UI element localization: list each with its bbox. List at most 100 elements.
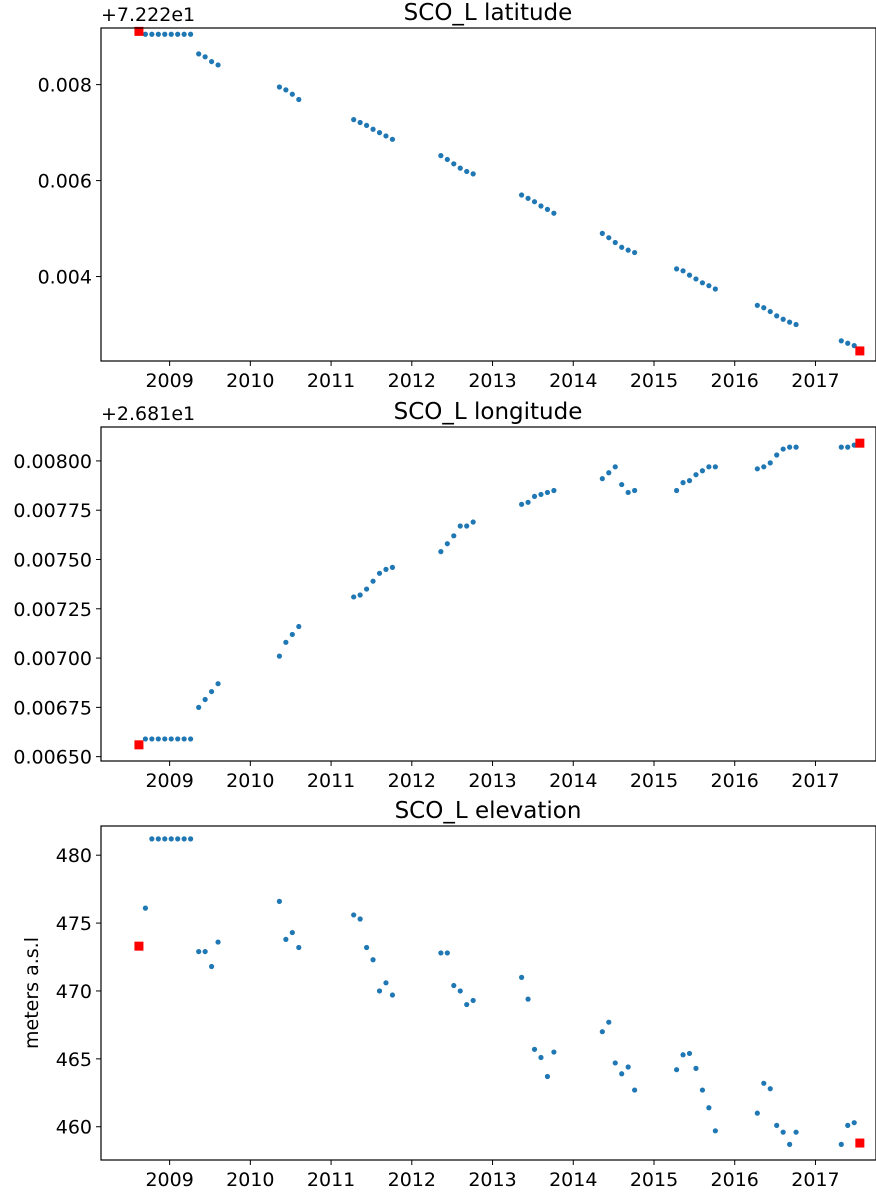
elevation-x-tick-label: 2016 bbox=[711, 1169, 759, 1191]
latitude-data-point bbox=[551, 210, 557, 216]
elevation-data-point bbox=[168, 836, 174, 842]
latitude-data-point bbox=[793, 321, 799, 328]
latitude-data-point bbox=[525, 195, 531, 201]
elevation-data-point bbox=[599, 1029, 605, 1035]
longitude-data-point bbox=[351, 594, 357, 600]
latitude-data-point bbox=[612, 239, 618, 246]
latitude-axes: 2009 2010 2011 2012 2013 2014 2015 2016 2017 0.00… bbox=[38, 27, 876, 392]
latitude-y-tick-label: 0.008 bbox=[38, 75, 92, 97]
latitude-x-tick-label: 2017 bbox=[791, 370, 839, 392]
longitude-data-point bbox=[383, 566, 389, 572]
elevation-data-point bbox=[632, 1087, 638, 1093]
latitude-data-point bbox=[767, 308, 773, 315]
elevation-data-point bbox=[283, 936, 289, 942]
latitude-data-point bbox=[276, 84, 283, 90]
latitude-data-point bbox=[357, 119, 363, 126]
elevation-data-point bbox=[673, 1067, 680, 1073]
elevation-data-point bbox=[357, 916, 363, 922]
latitude-x-tick-label: 2016 bbox=[711, 370, 759, 392]
elevation-y-tick-label: 465 bbox=[56, 1049, 92, 1071]
elevation-data-point bbox=[712, 1128, 718, 1134]
elevation-data-point bbox=[370, 957, 376, 963]
latitude-data-point bbox=[673, 266, 680, 272]
elevation-data-point bbox=[518, 974, 525, 980]
longitude-data-point bbox=[686, 478, 693, 484]
latitude-data-point bbox=[625, 247, 631, 253]
latitude-x-tick-label: 2011 bbox=[307, 370, 355, 392]
latitude-data-point bbox=[619, 244, 625, 250]
longitude-data-point bbox=[754, 466, 760, 472]
longitude-data-point bbox=[142, 736, 149, 742]
latitude-data-point bbox=[693, 276, 699, 282]
latitude-data-point bbox=[845, 340, 851, 346]
longitude-data-point bbox=[712, 464, 718, 470]
elevation-data-point bbox=[438, 950, 444, 956]
latitude-data-point bbox=[754, 302, 760, 308]
longitude-data-point bbox=[451, 533, 457, 539]
elevation-data-point bbox=[196, 948, 202, 955]
longitude-endpoint-marker bbox=[855, 438, 865, 448]
longitude-data-point bbox=[706, 464, 712, 470]
longitude-x-tick-label: 2016 bbox=[711, 770, 759, 792]
longitude-data-point bbox=[531, 493, 538, 500]
elevation-x-tick-label: 2009 bbox=[145, 1169, 193, 1191]
elevation-data-point bbox=[544, 1073, 551, 1080]
elevation-data-point bbox=[351, 912, 357, 918]
longitude-data-point bbox=[787, 444, 793, 450]
elevation-x-tick-label: 2012 bbox=[388, 1169, 436, 1191]
longitude-data-point bbox=[780, 446, 786, 452]
latitude-data-point bbox=[699, 280, 706, 286]
latitude-data-point bbox=[363, 122, 370, 129]
longitude-data-point bbox=[168, 736, 174, 742]
longitude-data-point bbox=[155, 736, 161, 742]
longitude-x-tick-label: 2013 bbox=[468, 770, 516, 792]
latitude-x-tick-label: 2014 bbox=[549, 370, 597, 392]
longitude-data-point bbox=[761, 464, 767, 470]
longitude-data-point bbox=[551, 487, 557, 494]
longitude-x-tick-label: 2014 bbox=[549, 770, 597, 792]
latitude-x-tick-label: 2012 bbox=[388, 370, 436, 392]
elevation-data-point bbox=[754, 1110, 760, 1116]
latitude-data-point bbox=[761, 305, 767, 311]
latitude-data-point bbox=[599, 230, 605, 236]
latitude-data-point bbox=[780, 316, 786, 322]
latitude-data-point bbox=[451, 161, 457, 167]
longitude-data-point bbox=[376, 570, 383, 576]
latitude-data-point bbox=[168, 31, 174, 37]
elevation-data-point bbox=[525, 996, 531, 1002]
longitude-data-point bbox=[767, 460, 773, 466]
longitude-offset-text: +2.681e1 bbox=[101, 403, 195, 425]
elevation-data-point bbox=[625, 1064, 631, 1070]
longitude-data-point bbox=[215, 681, 221, 687]
longitude-y-tick-label: 0.00750 bbox=[13, 549, 92, 571]
latitude-title: SCO_L latitude bbox=[404, 0, 573, 26]
elevation-data-point bbox=[851, 1120, 857, 1126]
elevation-data-point bbox=[538, 1054, 544, 1061]
longitude-data-point bbox=[625, 489, 631, 496]
latitude-data-point bbox=[202, 54, 208, 60]
longitude-data-point bbox=[202, 696, 208, 703]
longitude-data-point bbox=[149, 736, 155, 742]
elevation-data-point bbox=[276, 898, 283, 904]
latitude-data-point bbox=[155, 31, 161, 37]
longitude-data-point bbox=[357, 592, 363, 598]
latitude-x-tick-label: 2013 bbox=[468, 370, 516, 392]
longitude-data-point bbox=[606, 470, 612, 476]
elevation-data-point bbox=[383, 980, 389, 986]
elevation-y-tick-label: 460 bbox=[56, 1117, 92, 1139]
latitude-marks bbox=[134, 26, 865, 356]
elevation-data-point bbox=[845, 1122, 851, 1128]
elevation-marks bbox=[134, 836, 865, 1148]
longitude-data-point bbox=[444, 541, 450, 547]
elevation-data-point bbox=[612, 1060, 618, 1066]
elevation-data-point bbox=[376, 988, 383, 994]
latitude-data-point bbox=[175, 31, 181, 37]
elevation-data-point bbox=[289, 929, 295, 936]
elevation-data-point bbox=[787, 1141, 793, 1147]
latitude-data-point bbox=[370, 126, 376, 132]
longitude-data-point bbox=[538, 491, 544, 498]
latitude-data-point bbox=[606, 235, 612, 241]
latitude-data-point bbox=[444, 156, 450, 163]
latitude-data-point bbox=[680, 268, 686, 274]
